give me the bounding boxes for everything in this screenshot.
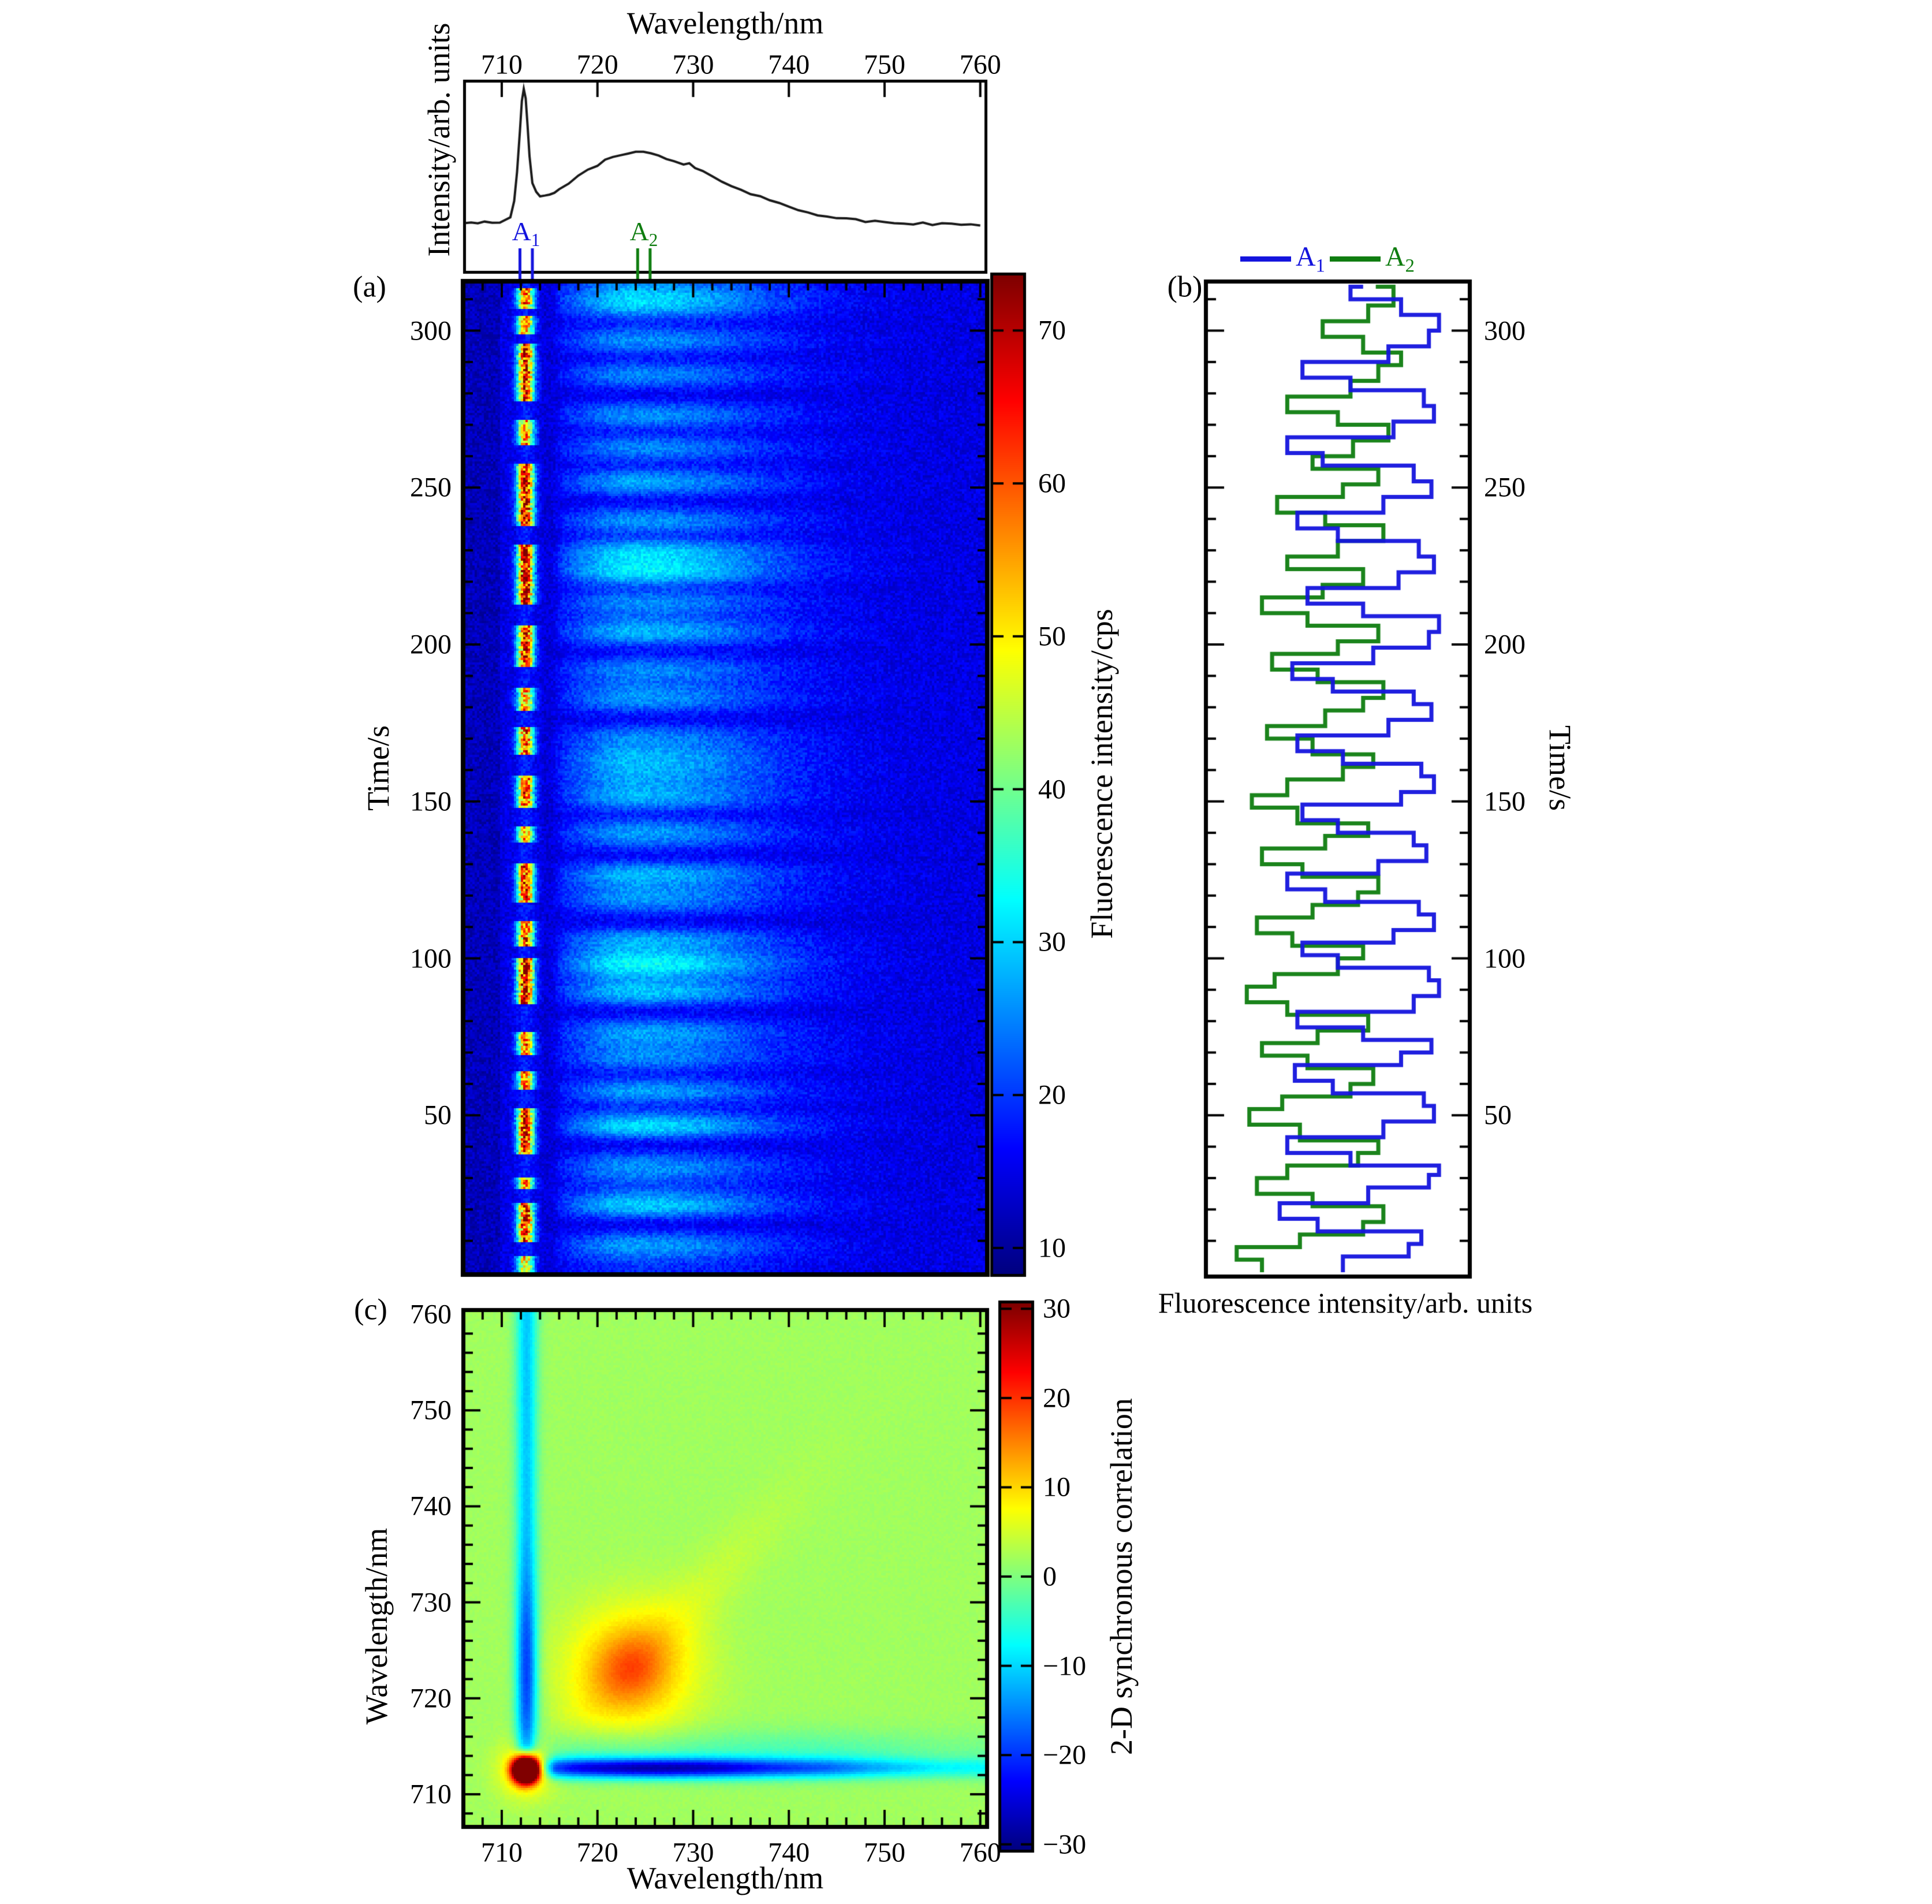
spectrum-xtick-label: 710 xyxy=(480,49,523,80)
panel-a-ytick-label: 200 xyxy=(410,629,452,660)
panel-a-ytick-label: 300 xyxy=(410,315,452,346)
legend-a1-line xyxy=(1240,256,1291,262)
panel-c-ytick-label: 760 xyxy=(410,1299,452,1330)
panel-a-ytick-label: 150 xyxy=(410,786,452,817)
panel-b-ytick-label: 150 xyxy=(1484,786,1526,817)
top-axis-title: Wavelength/nm xyxy=(626,6,824,40)
panel-c-ytick-label: 730 xyxy=(410,1587,452,1618)
panel-a-ylabel: Time/s xyxy=(361,725,396,811)
spectrum-xtick-label: 740 xyxy=(768,49,810,80)
panel-c-xtick-label: 730 xyxy=(672,1837,714,1868)
panel-b-xlabel: Fluorescence intensity/arb. units xyxy=(1158,1287,1533,1319)
legend-a2-label: A2 xyxy=(1385,241,1415,277)
panel-b-ytick-label: 50 xyxy=(1484,1100,1512,1131)
panel-c-ytick-label: 710 xyxy=(410,1779,452,1810)
panel-c-xtick-label: 720 xyxy=(576,1837,618,1868)
colorbar-c-tick-label: 20 xyxy=(1043,1383,1071,1414)
colorbar-c-label: 2-D synchronous correlation xyxy=(1104,1398,1139,1755)
panel-b-ytick-label: 300 xyxy=(1484,315,1526,346)
legend: A1 A2 xyxy=(1236,241,1415,277)
panel-a-ytick-label: 100 xyxy=(410,943,452,974)
panel-c-ylabel: Wavelength/nm xyxy=(359,1527,394,1725)
panel-b-ytick-label: 100 xyxy=(1484,943,1526,974)
panel-a-tag: (a) xyxy=(353,270,386,304)
marker-a2-main: A xyxy=(629,216,649,246)
spectrum-xtick-label: 720 xyxy=(576,49,618,80)
panel-a-ytick-label: 50 xyxy=(424,1100,452,1131)
panel-c-ytick-label: 750 xyxy=(410,1395,452,1426)
colorbar-c-tick-label: −30 xyxy=(1043,1829,1087,1860)
marker-a1-label: A1 xyxy=(512,216,540,251)
marker-a1-sub: 1 xyxy=(531,230,540,251)
spectrum-xtick-label: 750 xyxy=(863,49,905,80)
panel-c-xtick-label: 760 xyxy=(959,1837,1001,1868)
panel-c-xtick-label: 740 xyxy=(768,1837,810,1868)
panel-c-ytick-label: 720 xyxy=(410,1683,452,1714)
panel-b-ytick-label: 200 xyxy=(1484,629,1526,660)
spectrum-xtick-label: 760 xyxy=(959,49,1001,80)
panel-b-tag: (b) xyxy=(1167,270,1203,304)
colorbar-c-tick-label: 10 xyxy=(1043,1471,1071,1503)
colorbar-c-tick-label: −10 xyxy=(1043,1650,1087,1682)
spectrum-xtick-label: 730 xyxy=(672,49,714,80)
panel-c-xlabel: Wavelength/nm xyxy=(626,1861,824,1895)
colorbar-c-tick-label: −20 xyxy=(1043,1739,1087,1771)
colorbar-a-tick-label: 30 xyxy=(1038,926,1066,957)
panel-c-ytick-label: 740 xyxy=(410,1491,452,1522)
legend-a1-sub: 1 xyxy=(1315,255,1325,277)
spectrum-ylabel: Intensity/arb. units xyxy=(422,23,456,257)
panel-c-tag: (c) xyxy=(354,1293,387,1327)
colorbar-a-tick-label: 60 xyxy=(1038,468,1066,499)
colorbar-c-tick-label: 0 xyxy=(1043,1561,1057,1592)
legend-a2-main: A xyxy=(1385,241,1405,272)
panel-b-ylabel: Time/s xyxy=(1543,725,1577,811)
colorbar-a-tick-label: 70 xyxy=(1038,315,1066,346)
legend-a1-label: A1 xyxy=(1296,241,1325,277)
marker-a1-main: A xyxy=(512,216,531,246)
colorbar-a-tick-label: 50 xyxy=(1038,621,1066,652)
colorbar-c-tick-label: 30 xyxy=(1043,1293,1071,1324)
panel-b-ytick-label: 250 xyxy=(1484,472,1526,503)
legend-a2-line xyxy=(1329,256,1381,262)
colorbar-a-tick-label: 40 xyxy=(1038,774,1066,805)
panel-a-ytick-label: 250 xyxy=(410,472,452,503)
marker-a2-label: A2 xyxy=(630,216,658,251)
colorbar-a-tick-label: 20 xyxy=(1038,1079,1066,1111)
legend-a2-sub: 2 xyxy=(1405,255,1415,277)
legend-a1-main: A xyxy=(1296,241,1316,272)
colorbar-a-tick-label: 10 xyxy=(1038,1232,1066,1264)
panel-c-xtick-label: 750 xyxy=(863,1837,905,1868)
colorbar-a-label: Fluorescence intensity/cps xyxy=(1084,609,1119,939)
marker-a2-sub: 2 xyxy=(648,230,658,251)
panel-c-xtick-label: 710 xyxy=(480,1837,523,1868)
